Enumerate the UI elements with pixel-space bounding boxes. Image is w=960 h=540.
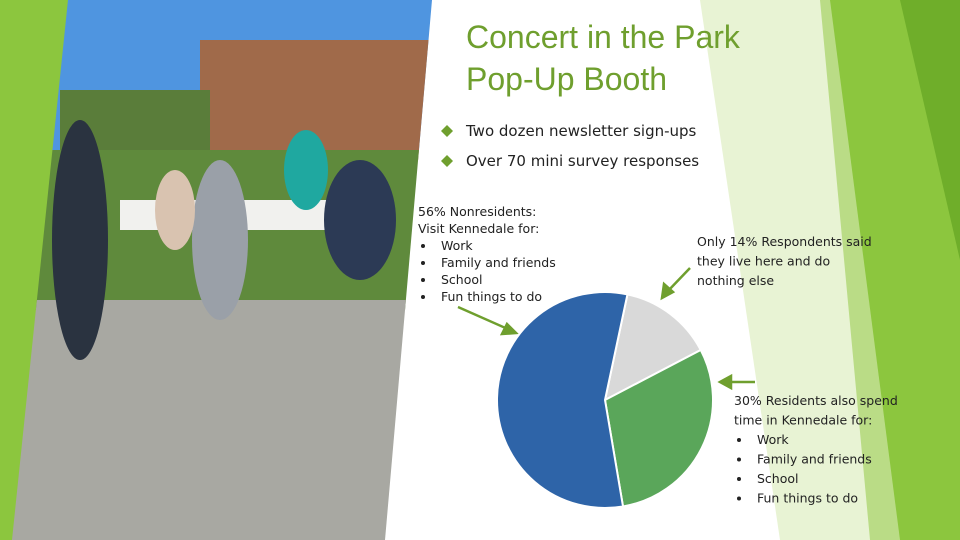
pie-slice — [603, 348, 714, 508]
list-bullet — [737, 438, 741, 442]
list-bullet — [737, 496, 741, 501]
annotation-item: School — [757, 471, 799, 486]
list-bullet — [421, 278, 425, 282]
title-line: Pop-Up Booth — [466, 61, 667, 97]
title-line: Concert in the Park — [466, 19, 741, 55]
list-bullet — [421, 261, 425, 265]
annotation-item: School — [441, 272, 483, 287]
bullet-icon — [441, 155, 453, 167]
bullet-icon — [441, 125, 453, 137]
annotation-item: Family and friends — [441, 255, 556, 270]
annotation-item: Fun things to do — [757, 491, 858, 506]
annotation-line: 30% Residents also spend — [734, 393, 898, 408]
arrows — [457, 267, 755, 391]
right-band — [820, 0, 960, 540]
right-corner — [900, 0, 960, 260]
annotation-item: Family and friends — [757, 452, 872, 467]
annotation-line: time in Kennedale for: — [734, 413, 872, 428]
annotation-item: Fun things to do — [441, 289, 542, 304]
annotations: 56% Nonresidents: Visit Kennedale for: Wor… — [418, 204, 898, 506]
bullet-text: Over 70 mini survey responses — [466, 152, 699, 170]
annotation-line: Only 14% Respondents said — [697, 234, 872, 249]
annotation-line: they live here and do — [697, 254, 830, 269]
pie-chart — [496, 291, 714, 509]
list-bullet — [737, 477, 741, 481]
annotation-line: nothing else — [697, 273, 774, 288]
bullet-text: Two dozen newsletter sign-ups — [465, 122, 697, 140]
pie-slice — [496, 291, 629, 509]
pie-slice — [603, 293, 703, 402]
right-band-light — [700, 0, 900, 540]
annotation-line: 56% Nonresidents: — [418, 204, 536, 219]
annotation-item: Work — [441, 238, 473, 253]
photo — [12, 0, 432, 540]
list-bullet — [421, 244, 425, 248]
annotation-line: Visit Kennedale for: — [418, 221, 539, 236]
annotation-item: Work — [757, 432, 789, 447]
list-bullet — [421, 295, 425, 299]
list-bullet — [737, 457, 741, 462]
